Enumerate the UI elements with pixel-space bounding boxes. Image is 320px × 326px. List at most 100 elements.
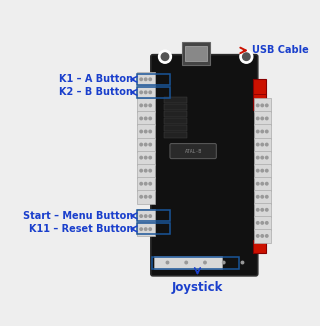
FancyBboxPatch shape [254, 216, 271, 230]
Circle shape [243, 53, 250, 60]
FancyBboxPatch shape [164, 132, 187, 138]
Circle shape [149, 183, 151, 185]
Circle shape [266, 117, 268, 120]
FancyBboxPatch shape [138, 151, 155, 165]
Circle shape [140, 170, 142, 172]
Circle shape [149, 104, 151, 107]
Circle shape [261, 170, 263, 172]
Circle shape [266, 196, 268, 198]
Circle shape [144, 183, 147, 185]
Circle shape [261, 183, 263, 185]
Circle shape [140, 91, 142, 94]
Circle shape [144, 104, 147, 107]
Circle shape [158, 50, 172, 63]
Circle shape [266, 170, 268, 172]
FancyBboxPatch shape [151, 55, 258, 276]
Circle shape [257, 222, 259, 224]
FancyBboxPatch shape [138, 72, 155, 86]
Circle shape [261, 117, 263, 120]
Circle shape [140, 130, 142, 133]
Circle shape [149, 78, 151, 81]
Circle shape [149, 196, 151, 198]
FancyBboxPatch shape [170, 143, 216, 159]
Text: ATAL-B: ATAL-B [185, 149, 202, 154]
FancyBboxPatch shape [254, 98, 271, 112]
FancyBboxPatch shape [164, 118, 187, 124]
Circle shape [257, 235, 259, 237]
FancyBboxPatch shape [254, 125, 271, 139]
Circle shape [144, 117, 147, 120]
Circle shape [185, 177, 220, 213]
Circle shape [266, 104, 268, 107]
FancyBboxPatch shape [138, 111, 155, 126]
Circle shape [149, 228, 151, 230]
Circle shape [261, 235, 263, 237]
Circle shape [144, 215, 147, 217]
Circle shape [257, 117, 259, 120]
FancyBboxPatch shape [254, 111, 271, 126]
Circle shape [144, 196, 147, 198]
Circle shape [144, 228, 147, 230]
FancyBboxPatch shape [254, 203, 271, 217]
FancyBboxPatch shape [138, 177, 155, 191]
Circle shape [261, 209, 263, 211]
Circle shape [161, 53, 169, 60]
Circle shape [149, 91, 151, 94]
Circle shape [222, 261, 225, 264]
FancyBboxPatch shape [164, 125, 187, 131]
Circle shape [144, 156, 147, 159]
Circle shape [149, 117, 151, 120]
Circle shape [166, 261, 169, 264]
FancyBboxPatch shape [254, 229, 271, 243]
Circle shape [149, 215, 151, 217]
Circle shape [140, 215, 142, 217]
Circle shape [240, 50, 253, 63]
Circle shape [257, 209, 259, 211]
FancyBboxPatch shape [254, 177, 271, 191]
FancyBboxPatch shape [138, 98, 155, 112]
Circle shape [149, 170, 151, 172]
FancyBboxPatch shape [253, 79, 266, 110]
Circle shape [140, 104, 142, 107]
Circle shape [149, 143, 151, 146]
Circle shape [140, 78, 142, 81]
Circle shape [149, 156, 151, 159]
Text: Joystick: Joystick [172, 281, 223, 294]
Circle shape [266, 235, 268, 237]
Circle shape [266, 209, 268, 211]
Circle shape [185, 261, 188, 264]
Circle shape [144, 91, 147, 94]
Circle shape [261, 156, 263, 159]
FancyBboxPatch shape [138, 125, 155, 139]
Circle shape [261, 222, 263, 224]
FancyBboxPatch shape [138, 164, 155, 178]
FancyBboxPatch shape [164, 104, 187, 110]
Circle shape [266, 183, 268, 185]
Circle shape [144, 170, 147, 172]
FancyBboxPatch shape [185, 46, 207, 62]
Circle shape [144, 143, 147, 146]
Circle shape [257, 156, 259, 159]
Circle shape [144, 130, 147, 133]
FancyBboxPatch shape [138, 85, 155, 99]
FancyBboxPatch shape [253, 240, 266, 253]
Text: USB Cable: USB Cable [252, 45, 309, 55]
Circle shape [140, 196, 142, 198]
Circle shape [140, 143, 142, 146]
Circle shape [241, 261, 244, 264]
Text: K1 – A Button: K1 – A Button [59, 74, 133, 84]
Circle shape [261, 104, 263, 107]
Text: Start – Menu Button: Start – Menu Button [23, 211, 133, 221]
Circle shape [266, 143, 268, 146]
Circle shape [144, 78, 147, 81]
Circle shape [257, 143, 259, 146]
Text: K2 – B Button: K2 – B Button [59, 87, 133, 97]
FancyBboxPatch shape [138, 209, 155, 223]
Circle shape [140, 117, 142, 120]
Circle shape [257, 104, 259, 107]
FancyBboxPatch shape [254, 151, 271, 165]
FancyBboxPatch shape [254, 164, 271, 178]
FancyBboxPatch shape [182, 42, 210, 65]
FancyBboxPatch shape [254, 190, 271, 204]
Circle shape [140, 183, 142, 185]
